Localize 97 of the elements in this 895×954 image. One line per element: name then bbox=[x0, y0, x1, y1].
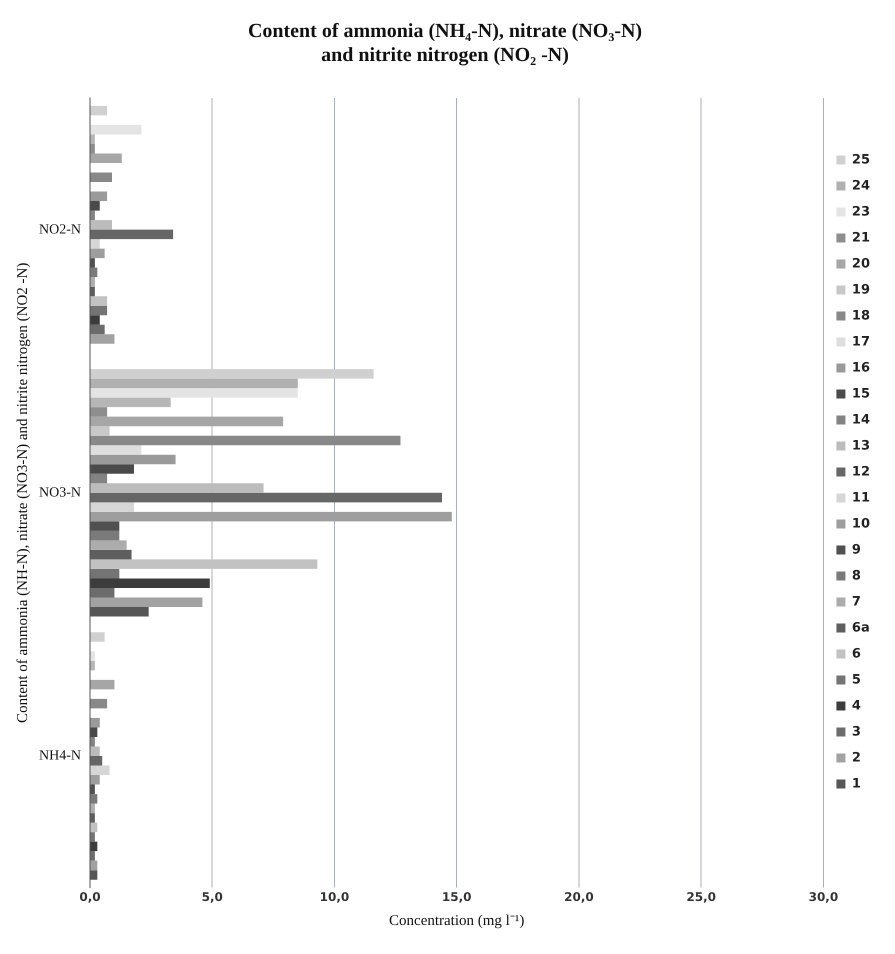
bar bbox=[90, 530, 120, 540]
bar bbox=[90, 334, 114, 344]
legend-label: 1 bbox=[852, 776, 861, 792]
bar bbox=[90, 660, 95, 670]
bar bbox=[90, 502, 134, 512]
bar bbox=[90, 775, 100, 785]
bar bbox=[90, 860, 98, 870]
bar bbox=[90, 483, 264, 493]
bar bbox=[90, 324, 105, 334]
bar bbox=[90, 718, 100, 728]
legend-label: 9 bbox=[852, 542, 861, 558]
x-tick-label: 25,0 bbox=[686, 890, 716, 904]
bar bbox=[90, 746, 100, 756]
bar bbox=[90, 369, 374, 379]
bar bbox=[90, 153, 122, 163]
legend-label: 5 bbox=[852, 672, 861, 688]
bar bbox=[90, 794, 98, 804]
bar bbox=[90, 804, 95, 814]
bar bbox=[90, 134, 95, 144]
x-tick-label: 30,0 bbox=[808, 890, 838, 904]
bar bbox=[90, 296, 108, 306]
legend-label: 8 bbox=[852, 568, 861, 584]
bar bbox=[90, 454, 176, 464]
bar bbox=[90, 268, 98, 278]
bar bbox=[90, 736, 95, 746]
bar bbox=[90, 698, 108, 708]
x-tick-label: 15,0 bbox=[442, 890, 472, 904]
legend-label: 23 bbox=[852, 204, 870, 220]
x-tick-label: 20,0 bbox=[564, 890, 594, 904]
bar bbox=[90, 766, 110, 776]
bar bbox=[90, 106, 108, 116]
bar bbox=[90, 378, 298, 388]
bar bbox=[90, 426, 110, 436]
bar bbox=[90, 436, 400, 446]
legend-label: 3 bbox=[852, 724, 861, 740]
legend-label: 16 bbox=[852, 360, 870, 376]
bar bbox=[90, 388, 298, 398]
bar bbox=[90, 568, 120, 578]
legend-label: 20 bbox=[852, 256, 870, 272]
bar bbox=[90, 192, 108, 202]
legend-label: 17 bbox=[852, 334, 870, 350]
bar bbox=[90, 651, 95, 661]
y-tick-label: NH4-N bbox=[38, 748, 81, 764]
bar bbox=[90, 172, 112, 182]
legend-label: 12 bbox=[852, 464, 870, 480]
bar bbox=[90, 540, 127, 550]
bar bbox=[90, 559, 318, 569]
bar bbox=[90, 632, 105, 642]
y-tick-label: NO2-N bbox=[38, 222, 81, 238]
y-axis-title: Content of ammonia (NH-N), nitrate (NO3-N) and nitrite nitrogen (NO2 -N) bbox=[14, 262, 31, 723]
y-tick-label: NO3-N bbox=[38, 485, 81, 500]
bar bbox=[90, 144, 95, 154]
bar bbox=[90, 597, 202, 607]
legend-label: 7 bbox=[852, 594, 861, 610]
legend-label: 14 bbox=[852, 412, 870, 428]
x-axis-title: Concentration (mg l⁻¹) bbox=[389, 912, 524, 929]
legend-label: 4 bbox=[852, 698, 861, 714]
legend-label: 18 bbox=[852, 308, 870, 324]
legend-label: 25 bbox=[852, 152, 870, 168]
bar bbox=[90, 210, 95, 220]
bar bbox=[90, 680, 114, 690]
bar bbox=[90, 851, 95, 861]
bar bbox=[90, 832, 95, 842]
bar bbox=[90, 220, 112, 230]
chart-title: Content of ammonia (NH₄-N), nitrate (NO₃-N) and nitrite nitrogen (NO₂ -N) bbox=[248, 20, 642, 66]
legend-label: 6a bbox=[852, 620, 870, 636]
bar bbox=[90, 756, 102, 766]
bar bbox=[90, 277, 95, 287]
bar bbox=[90, 512, 452, 522]
bar bbox=[90, 398, 171, 408]
bar bbox=[90, 416, 284, 426]
legend-label: 10 bbox=[852, 516, 870, 532]
bar bbox=[90, 842, 98, 852]
legend-label: 24 bbox=[852, 178, 870, 194]
bar bbox=[90, 407, 108, 417]
bar bbox=[90, 492, 442, 502]
legend-label: 15 bbox=[852, 386, 870, 402]
x-tick-label: 5,0 bbox=[202, 890, 223, 904]
bar bbox=[90, 239, 100, 249]
legend-label: 13 bbox=[852, 438, 870, 454]
legend-label: 6 bbox=[852, 646, 861, 662]
legend-label: 2 bbox=[852, 750, 861, 766]
bar bbox=[90, 315, 100, 325]
legend-label: 21 bbox=[852, 230, 870, 246]
bar bbox=[90, 822, 98, 832]
bar bbox=[90, 445, 142, 455]
bar bbox=[90, 230, 174, 240]
bar bbox=[90, 588, 114, 598]
bar bbox=[90, 578, 210, 588]
bar bbox=[90, 124, 142, 134]
legend-label: 19 bbox=[852, 282, 870, 298]
x-tick-label: 10,0 bbox=[320, 890, 350, 904]
bar bbox=[90, 306, 108, 316]
bar bbox=[90, 248, 105, 258]
legend-label: 11 bbox=[852, 490, 870, 506]
bar bbox=[90, 474, 108, 484]
x-tick-label: 0,0 bbox=[79, 890, 101, 904]
